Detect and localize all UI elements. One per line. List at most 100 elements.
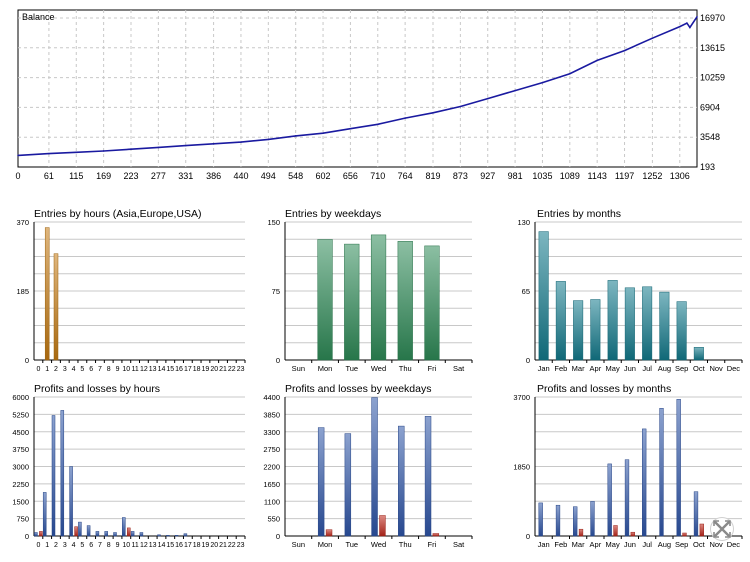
entries-by-months-x-tick-label: Mar bbox=[572, 364, 585, 373]
entries-by-hours-x-tick-label: 2 bbox=[54, 366, 58, 373]
pl-by-weekdays-bar-profit bbox=[398, 425, 405, 537]
balance-point bbox=[349, 127, 352, 130]
entries-by-months-x-tick-label: Jan bbox=[538, 364, 550, 373]
pl-by-weekdays-y-tick-label: 1650 bbox=[263, 480, 280, 489]
entries-by-months-y-tick-label: 130 bbox=[517, 218, 530, 227]
pl-by-months-bar-profit bbox=[693, 491, 699, 537]
balance-point bbox=[541, 81, 544, 84]
pl-by-weekdays-title: Profits and losses by weekdays bbox=[285, 383, 432, 395]
balance-point bbox=[294, 135, 297, 137]
pl-by-months-y-tick-label: 0 bbox=[526, 532, 530, 541]
pl-by-months-x-tick-label: May bbox=[606, 540, 620, 549]
balance-x-tick-label: 656 bbox=[343, 171, 358, 181]
balance-point bbox=[48, 152, 50, 155]
entries-by-months-chart: Entries by months 0 65 130 Jan Feb Mar Apr May Ju… bbox=[517, 208, 743, 373]
pl-by-weekdays-x-tick-label: Fri bbox=[428, 540, 437, 549]
pl-by-months-bar-profit bbox=[624, 459, 630, 537]
pl-by-hours-x-tick-label: 20 bbox=[210, 542, 218, 549]
pl-by-weekdays-bar-profit bbox=[371, 397, 378, 537]
balance-point bbox=[102, 150, 105, 152]
pl-by-hours-x-tick-label: 13 bbox=[149, 542, 157, 549]
balance-point bbox=[17, 154, 19, 157]
balance-point bbox=[459, 105, 462, 108]
entries-by-hours-x-tick-label: 20 bbox=[210, 366, 218, 373]
entries-by-hours-x-tick-label: 7 bbox=[98, 366, 102, 373]
entries-by-hours-x-tick-label: 17 bbox=[184, 366, 192, 373]
pl-by-months-title: Profits and losses by months bbox=[537, 383, 671, 395]
pl-by-hours-bar-profit bbox=[157, 534, 161, 537]
entries-by-hours-bar bbox=[44, 227, 50, 361]
pl-by-weekdays-bar-loss bbox=[379, 515, 386, 537]
zoom-button[interactable] bbox=[710, 517, 734, 541]
balance-y-tick-label: 3548 bbox=[700, 132, 720, 142]
entries-by-hours-x-tick-label: 16 bbox=[175, 366, 183, 373]
pl-by-weekdays-bar-profit bbox=[424, 416, 432, 537]
pl-by-weekdays-bar-profit bbox=[317, 427, 325, 537]
balance-y-tick-label: 6904 bbox=[700, 102, 720, 112]
entries-by-weekdays-bar bbox=[344, 243, 360, 361]
balance-line bbox=[17, 16, 698, 157]
pl-by-hours-x-tick-label: 16 bbox=[175, 542, 183, 549]
balance-x-tick-label: 0 bbox=[15, 171, 20, 181]
entries-by-hours-x-tick-label: 9 bbox=[116, 366, 120, 373]
pl-by-hours-x-tick-label: 8 bbox=[107, 542, 111, 549]
balance-y-tick-label: 193 bbox=[700, 162, 715, 172]
entries-by-months-x-tick-label: Dec bbox=[727, 364, 741, 373]
entries-by-hours-x-tick-label: 18 bbox=[193, 366, 201, 373]
balance-chart: 0 61 115 169 223 277 331 386 440 494 548 602 656 710 7… bbox=[15, 9, 725, 181]
balance-y-tick-label: 10259 bbox=[700, 73, 725, 83]
balance-x-tick-label: 169 bbox=[96, 171, 111, 181]
balance-x-tick-label: 548 bbox=[288, 171, 303, 181]
pl-by-hours-x-tick-label: 4 bbox=[72, 542, 76, 549]
pl-by-months-x-tick-label: Nov bbox=[709, 540, 723, 549]
balance-point bbox=[130, 148, 132, 150]
pl-by-hours-y-tick-label: 3750 bbox=[12, 445, 29, 454]
entries-by-hours-x-tick-label: 22 bbox=[228, 366, 236, 373]
entries-by-months-x-tick-label: May bbox=[606, 364, 620, 373]
pl-by-months-x-tick-label: Jun bbox=[624, 540, 636, 549]
balance-point bbox=[376, 123, 379, 126]
balance-x-tick-label: 1252 bbox=[642, 171, 662, 181]
entries-by-weekdays-x-tick-label: Fri bbox=[428, 364, 437, 373]
pl-by-hours-bar-loss bbox=[39, 531, 43, 537]
entries-by-months-x-tick-label: Sep bbox=[675, 364, 688, 373]
entries-by-months-x-tick-label: Feb bbox=[554, 364, 567, 373]
balance-point bbox=[212, 143, 215, 145]
pl-by-months-x-tick-label: Feb bbox=[554, 540, 567, 549]
pl-by-hours-y-tick-label: 6000 bbox=[12, 393, 29, 402]
balance-point bbox=[596, 59, 598, 62]
entries-by-weekdays-x-tick-label: Mon bbox=[318, 364, 333, 373]
pl-by-months-bar-profit bbox=[642, 428, 647, 537]
balance-x-tick-label: 819 bbox=[425, 171, 440, 181]
pl-by-hours-x-tick-label: 3 bbox=[63, 542, 67, 549]
pl-by-hours-bar-profit bbox=[174, 535, 179, 537]
entries-by-weekdays-x-tick-label: Sun bbox=[292, 364, 305, 373]
zoom-fit-icon bbox=[713, 520, 731, 538]
pl-by-hours-x-tick-label: 1 bbox=[45, 542, 49, 549]
balance-point bbox=[75, 151, 78, 154]
pl-by-hours-bar-loss bbox=[127, 527, 131, 537]
entries-by-months-y-tick-label: 0 bbox=[526, 356, 530, 365]
pl-by-months-bar-profit bbox=[607, 463, 612, 537]
entries-by-weekdays-bar bbox=[397, 241, 413, 361]
pl-by-months-bar-loss bbox=[613, 525, 618, 537]
balance-x-tick-label: 115 bbox=[69, 171, 83, 181]
balance-point bbox=[678, 25, 681, 28]
entries-by-hours-x-tick-label: 15 bbox=[166, 366, 174, 373]
pl-by-hours-x-tick-label: 2 bbox=[54, 542, 58, 549]
entries-by-weekdays-bar bbox=[370, 234, 387, 361]
entries-by-hours-x-tick-label: 21 bbox=[219, 366, 227, 373]
entries-by-months-bar bbox=[676, 301, 687, 361]
pl-by-hours-bar-loss bbox=[74, 526, 78, 537]
pl-by-hours-x-tick-label: 12 bbox=[140, 542, 148, 549]
pl-by-weekdays-y-tick-label: 550 bbox=[267, 515, 280, 524]
pl-by-hours-y-tick-label: 0 bbox=[25, 532, 29, 541]
pl-by-hours-x-tick-label: 19 bbox=[202, 542, 210, 549]
entries-by-hours-x-tick-label: 5 bbox=[80, 366, 84, 373]
pl-by-hours-x-tick-label: 15 bbox=[166, 542, 174, 549]
entries-by-months-bar bbox=[624, 287, 635, 361]
entries-by-months-x-tick-label: Oct bbox=[693, 364, 706, 373]
pl-by-months-x-tick-label: Apr bbox=[590, 540, 602, 549]
